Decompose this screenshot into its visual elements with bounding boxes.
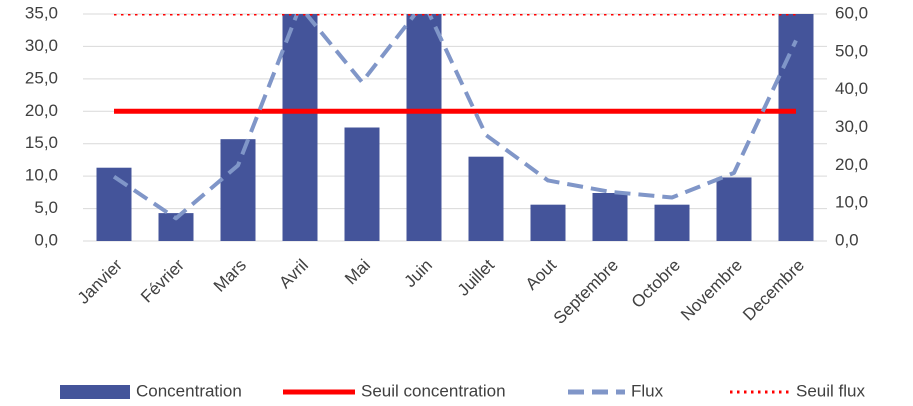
bar (96, 167, 132, 241)
y2-tick-label: 20,0 (835, 155, 868, 174)
legend-swatch (60, 385, 130, 399)
y2-tick-label: 60,0 (835, 3, 868, 22)
x-tick-label: Decembre (739, 256, 808, 325)
bar (344, 127, 380, 241)
y-tick-label: 30,0 (25, 36, 58, 55)
x-tick-label: Juillet (454, 255, 498, 299)
x-tick-label: Mars (210, 256, 250, 296)
legend-label: Seuil concentration (361, 381, 506, 400)
bar (716, 177, 752, 241)
bar (406, 14, 442, 241)
y2-tick-label: 30,0 (835, 117, 868, 136)
legend-label: Flux (631, 381, 664, 400)
x-tick-label: Mai (341, 256, 374, 289)
x-tick-label: Février (137, 255, 188, 306)
y-tick-label: 25,0 (25, 68, 58, 87)
x-tick-label: Janvier (74, 255, 126, 307)
x-tick-label: Novembre (677, 256, 746, 325)
bar (592, 193, 628, 241)
y-tick-label: 15,0 (25, 133, 58, 152)
y2-tick-label: 0,0 (835, 230, 859, 249)
y-tick-label: 0,0 (34, 230, 58, 249)
x-tick-label: Juin (401, 256, 436, 291)
x-tick-label: Aout (522, 255, 560, 293)
y2-tick-label: 10,0 (835, 193, 868, 212)
legend-label: Seuil flux (796, 381, 865, 400)
y-tick-label: 5,0 (34, 198, 58, 217)
bar (778, 14, 814, 241)
y-tick-label: 35,0 (25, 3, 58, 22)
bar (468, 156, 504, 241)
x-tick-label: Septembre (550, 256, 622, 328)
bar (530, 204, 566, 241)
bar (282, 14, 318, 241)
plot-area (96, 14, 814, 241)
bar (220, 139, 256, 241)
x-tick-label: Avril (275, 256, 312, 293)
y2-tick-label: 40,0 (835, 79, 868, 98)
y-tick-label: 20,0 (25, 101, 58, 120)
legend-label: Concentration (136, 381, 242, 400)
y2-tick-label: 50,0 (835, 41, 868, 60)
bar (654, 204, 690, 241)
y-tick-label: 10,0 (25, 166, 58, 185)
x-tick-label: Octobre (628, 256, 684, 312)
